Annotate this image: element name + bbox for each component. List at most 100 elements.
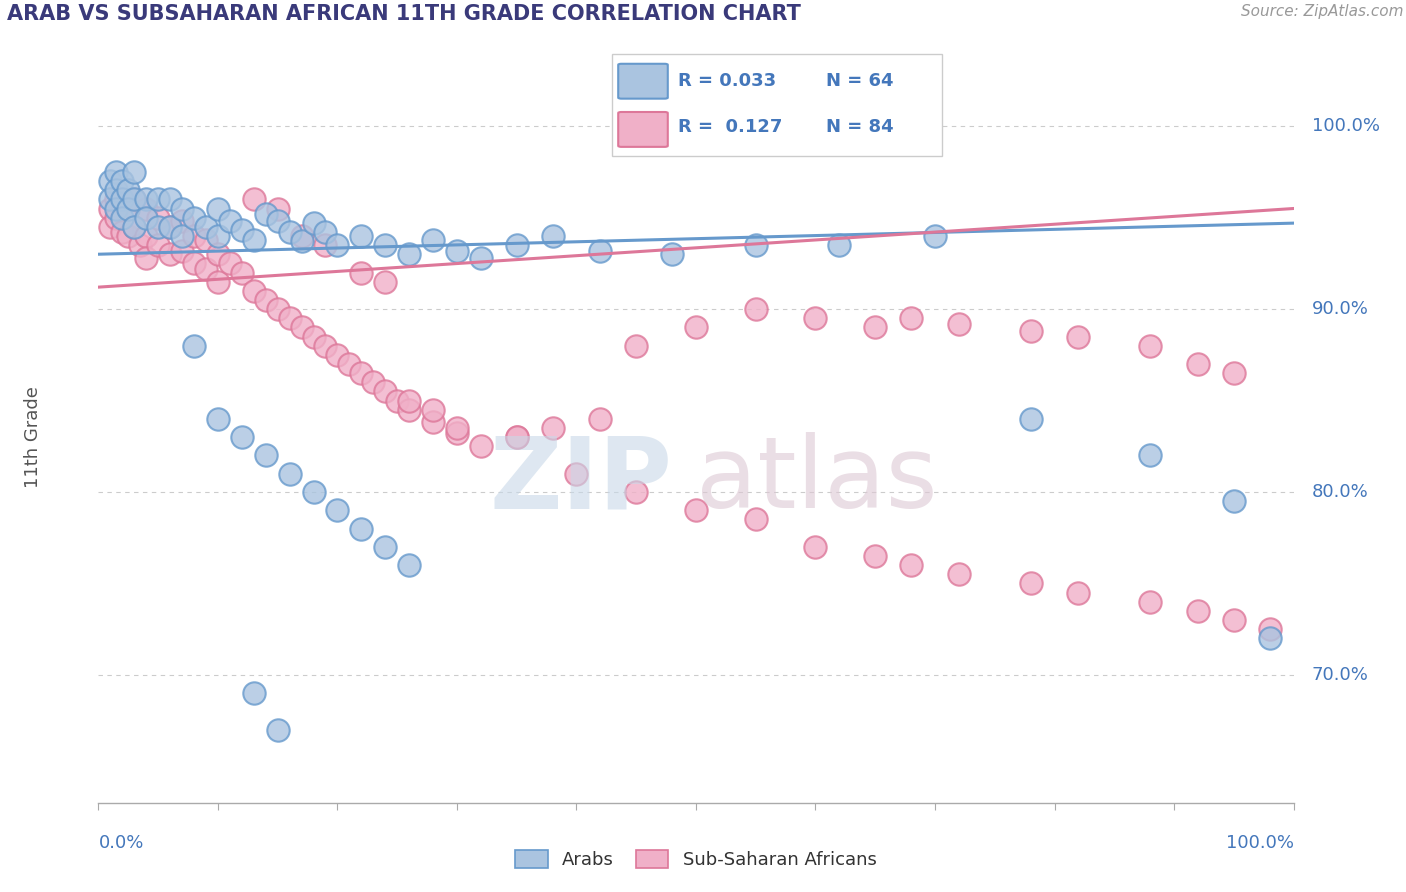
- Point: [194, 219, 217, 234]
- Point: [124, 219, 146, 234]
- Text: R = 0.033: R = 0.033: [678, 72, 776, 90]
- Point: [326, 348, 349, 362]
- FancyBboxPatch shape: [619, 112, 668, 147]
- Point: [302, 484, 325, 499]
- Point: [315, 338, 337, 352]
- Point: [1222, 366, 1246, 380]
- Point: [117, 202, 139, 216]
- Point: [661, 247, 683, 261]
- Point: [172, 228, 194, 243]
- Point: [105, 202, 128, 216]
- Point: [111, 192, 134, 206]
- Point: [350, 228, 373, 243]
- Point: [398, 247, 420, 261]
- Point: [422, 402, 444, 417]
- Point: [267, 214, 290, 228]
- Point: [470, 251, 492, 265]
- Point: [159, 219, 181, 234]
- Point: [398, 393, 420, 408]
- Point: [589, 411, 612, 425]
- Point: [745, 238, 768, 252]
- Point: [302, 329, 325, 343]
- Point: [374, 275, 396, 289]
- Point: [183, 228, 205, 243]
- Point: [148, 219, 170, 234]
- Point: [1187, 357, 1209, 371]
- Point: [506, 430, 529, 444]
- Point: [278, 311, 301, 326]
- Point: [398, 402, 420, 417]
- Point: [98, 192, 122, 206]
- Point: [129, 238, 152, 252]
- Point: [337, 357, 360, 371]
- Point: [470, 439, 492, 453]
- Point: [111, 196, 134, 211]
- FancyBboxPatch shape: [619, 64, 668, 99]
- Text: ARAB VS SUBSAHARAN AFRICAN 11TH GRADE CORRELATION CHART: ARAB VS SUBSAHARAN AFRICAN 11TH GRADE CO…: [7, 4, 801, 24]
- Point: [363, 375, 385, 389]
- Point: [267, 202, 290, 216]
- Point: [98, 202, 122, 216]
- Text: N = 64: N = 64: [827, 72, 894, 90]
- Point: [290, 228, 312, 243]
- Point: [159, 247, 181, 261]
- Point: [863, 320, 886, 334]
- Point: [315, 238, 337, 252]
- Point: [1222, 494, 1246, 508]
- Point: [589, 244, 612, 258]
- Point: [302, 216, 325, 230]
- Point: [385, 393, 409, 408]
- Point: [219, 256, 242, 270]
- Point: [243, 284, 266, 298]
- Point: [1019, 576, 1042, 591]
- Text: 90.0%: 90.0%: [1312, 300, 1368, 318]
- Point: [745, 301, 768, 316]
- Point: [326, 238, 349, 252]
- Point: [172, 202, 194, 216]
- Point: [98, 219, 122, 234]
- Point: [207, 228, 229, 243]
- Point: [1019, 411, 1042, 425]
- Point: [315, 225, 337, 239]
- Point: [828, 238, 851, 252]
- Point: [124, 192, 146, 206]
- Point: [900, 558, 922, 573]
- Text: 70.0%: 70.0%: [1312, 665, 1368, 684]
- Text: 11th Grade: 11th Grade: [24, 386, 42, 488]
- Point: [135, 192, 157, 206]
- Point: [207, 202, 229, 216]
- Point: [745, 512, 768, 526]
- Point: [194, 261, 217, 276]
- Point: [924, 228, 946, 243]
- Text: 100.0%: 100.0%: [1226, 834, 1294, 852]
- Point: [135, 228, 157, 243]
- Point: [111, 174, 134, 188]
- Point: [111, 225, 134, 239]
- Text: 80.0%: 80.0%: [1312, 483, 1368, 501]
- Point: [422, 233, 444, 247]
- Point: [446, 426, 468, 441]
- Point: [506, 238, 529, 252]
- Point: [278, 467, 301, 481]
- Point: [267, 723, 290, 737]
- Point: [350, 265, 373, 279]
- Point: [148, 211, 170, 225]
- Text: atlas: atlas: [696, 433, 938, 530]
- Point: [541, 421, 564, 435]
- Point: [105, 192, 128, 206]
- Text: R =  0.127: R = 0.127: [678, 119, 782, 136]
- Text: N = 84: N = 84: [827, 119, 894, 136]
- Point: [117, 202, 139, 216]
- Point: [194, 233, 217, 247]
- Point: [148, 192, 170, 206]
- Point: [135, 202, 157, 216]
- Point: [1187, 604, 1209, 618]
- Point: [172, 214, 194, 228]
- Point: [350, 366, 373, 380]
- Point: [183, 256, 205, 270]
- Point: [254, 293, 277, 307]
- Point: [117, 183, 139, 197]
- Point: [685, 320, 707, 334]
- Point: [948, 317, 970, 331]
- Point: [159, 192, 181, 206]
